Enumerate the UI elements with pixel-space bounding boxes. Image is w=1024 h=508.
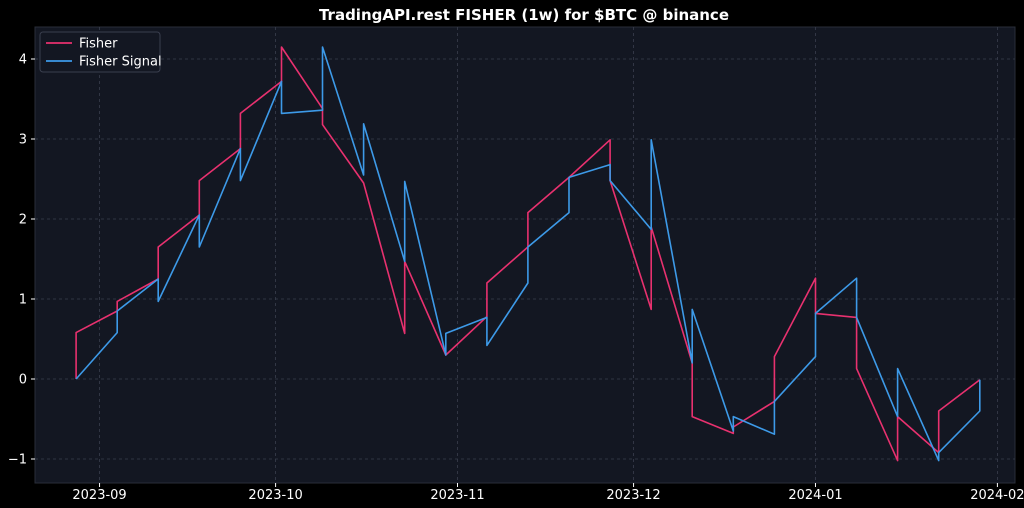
x-tick-label: 2023-09 [72,488,126,503]
y-tick-label: 2 [19,213,27,228]
plot-area [34,26,1016,484]
x-tick-label: 2024-01 [788,488,842,503]
x-tick-label: 2023-12 [606,488,660,503]
x-tick-label: 2023-11 [430,488,484,503]
axis-ticks: 2023-09 2023-10 2023-11 2023-12 2024-01 2024-… [8,53,1024,504]
legend-box [39,31,161,73]
fisher-signal-line [75,46,981,462]
x-tick-label: 2023-10 [248,488,302,503]
y-tick-label: −1 [8,453,27,468]
legend-label-fisher: Fisher [79,37,118,52]
fisher-line [75,46,981,462]
chart-title: TradingAPI.rest FISHER (1w) for $BTC @ b… [319,6,729,24]
legend: Fisher Fisher Signal [39,31,162,73]
series-layer [75,46,981,462]
y-tick-label: 1 [19,293,27,308]
y-tick-label: 3 [19,133,27,148]
y-tick-label: 4 [19,53,27,68]
x-tick-label: 2024-02 [970,488,1024,503]
y-tick-label: 0 [19,373,27,388]
legend-label-fisher-signal: Fisher Signal [79,55,162,70]
